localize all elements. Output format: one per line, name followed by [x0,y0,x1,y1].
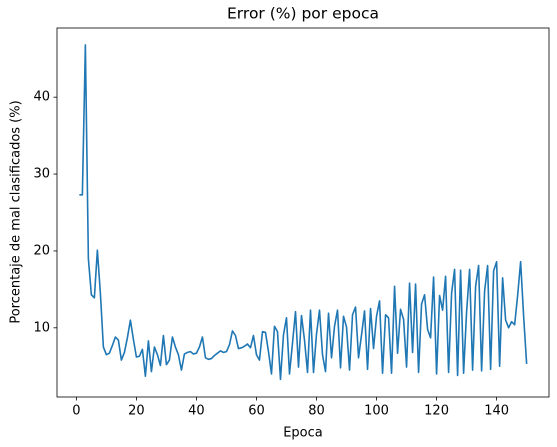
x-tick-label: 0 [72,404,80,419]
y-tick-label: 40 [33,90,50,105]
data-line [79,44,528,381]
x-tick-label: 80 [308,404,325,419]
x-axis-label: Epoca [283,426,323,441]
y-tick-label: 20 [33,243,50,258]
plot-frame [56,27,550,398]
x-tick-label: 100 [364,404,389,419]
chart-title: Error (%) por epoca [227,5,379,23]
x-tick-label: 140 [484,404,509,419]
x-tick-label: 60 [248,404,265,419]
x-tick-label: 120 [424,404,449,419]
x-tick-label: 20 [128,404,145,419]
y-tick-label: 30 [33,167,50,182]
y-tick-label: 10 [33,320,50,335]
y-axis-label: Porcentaje de mal clasificados (%) [9,100,24,323]
x-tick-label: 40 [188,404,205,419]
